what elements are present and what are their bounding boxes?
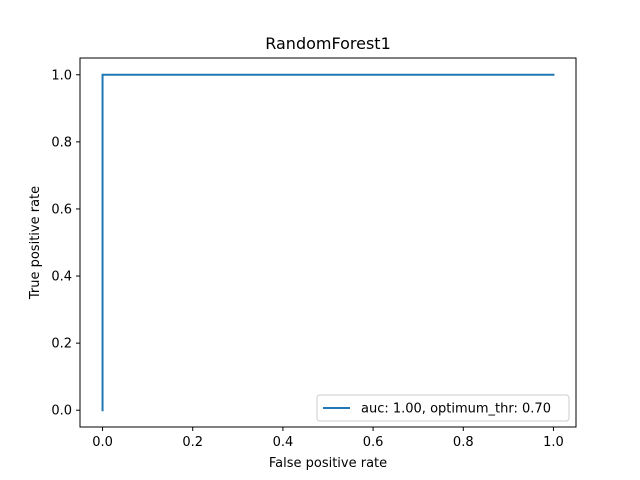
chart-title: RandomForest1 <box>265 34 391 53</box>
legend: auc: 1.00, optimum_thr: 0.70 <box>316 394 570 422</box>
y-tick-label: 0.8 <box>51 135 72 150</box>
x-tick-label: 0.6 <box>363 435 384 450</box>
y-tick-label: 0.4 <box>51 270 72 285</box>
y-tick-label: 0.2 <box>51 337 72 352</box>
plot-area <box>101 73 555 412</box>
y-axis: 0.0 0.2 0.4 0.6 0.8 1.0 <box>51 68 80 419</box>
y-tick-label: 1.0 <box>51 68 72 83</box>
legend-box <box>316 394 570 422</box>
plot-frame <box>79 57 577 428</box>
x-tick-label: 0.2 <box>182 435 203 450</box>
y-axis-label: True positive rate <box>28 186 43 300</box>
x-tick-label: 1.0 <box>543 435 564 450</box>
x-tick-label: 0.4 <box>273 435 294 450</box>
y-tick-label: 0.0 <box>51 404 72 419</box>
x-axis: 0.0 0.2 0.4 0.6 0.8 1.0 <box>92 427 564 450</box>
y-tick-label: 0.6 <box>51 202 72 217</box>
x-tick-label: 0.0 <box>92 435 113 450</box>
roc-curve-line-0 <box>101 73 555 412</box>
x-axis-label: False positive rate <box>269 456 387 471</box>
legend-label: auc: 1.00, optimum_thr: 0.70 <box>361 402 551 417</box>
x-tick-label: 0.8 <box>453 435 474 450</box>
